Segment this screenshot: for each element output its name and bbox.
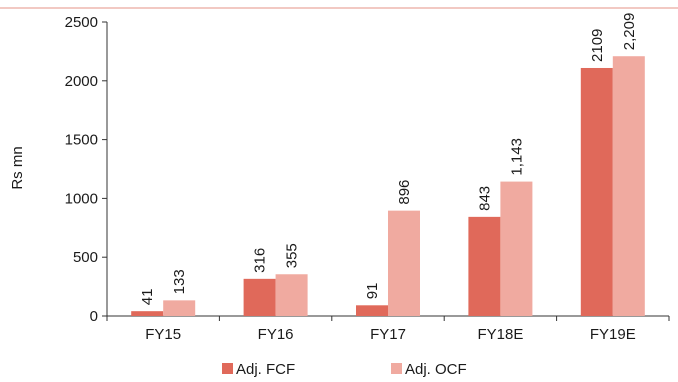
bar-fcf [356, 305, 388, 316]
bar-ocf [612, 56, 645, 317]
bars [131, 56, 645, 317]
y-tick-label: 2000 [65, 73, 98, 90]
bar-ocf [275, 274, 308, 316]
y-axis-label: Rs mn [9, 146, 26, 189]
legend: Adj. FCF Adj. OCF [222, 361, 467, 378]
y-tick-label: 0 [90, 308, 98, 325]
data-label: 896 [396, 180, 413, 205]
data-label: 355 [284, 243, 301, 268]
legend-swatch-fcf [222, 363, 233, 374]
x-tick-label: FY19E [590, 326, 636, 343]
y-tick-label: 1500 [65, 132, 98, 149]
x-tick-label: FY16 [258, 326, 294, 343]
y-tick-label: 500 [73, 249, 98, 266]
legend-swatch-ocf [391, 363, 402, 374]
bar-fcf [243, 278, 276, 316]
legend-label: Adj. FCF [236, 361, 295, 378]
bar-fcf [131, 311, 164, 316]
data-label: 1,143 [508, 138, 525, 176]
data-label: 2,209 [621, 13, 638, 51]
bar-ocf [500, 181, 533, 316]
data-label: 843 [476, 186, 493, 211]
y-ticks: 0 500 1000 1500 2000 2500 [65, 14, 107, 325]
bar-fcf [468, 216, 501, 316]
data-label: 316 [252, 248, 269, 273]
data-label: 41 [139, 288, 156, 305]
x-tick-label: FY18E [477, 326, 523, 343]
y-tick-label: 1000 [65, 190, 98, 207]
data-label: 91 [364, 283, 381, 300]
bar-ocf [163, 300, 196, 316]
legend-label: Adj. OCF [405, 361, 467, 378]
data-labels: 41 316 91 843 2109 133 355 896 1,143 2,209 [139, 13, 638, 306]
data-label: 133 [171, 269, 188, 294]
x-tick-label: FY15 [145, 326, 181, 343]
x-ticks: FY15 FY16 FY17 FY18E FY19E [106, 316, 670, 343]
bar-ocf [388, 210, 420, 316]
data-label: 2109 [589, 29, 606, 62]
x-tick-label: FY17 [370, 326, 406, 343]
bar-fcf [580, 67, 613, 316]
y-tick-label: 2500 [65, 14, 98, 31]
